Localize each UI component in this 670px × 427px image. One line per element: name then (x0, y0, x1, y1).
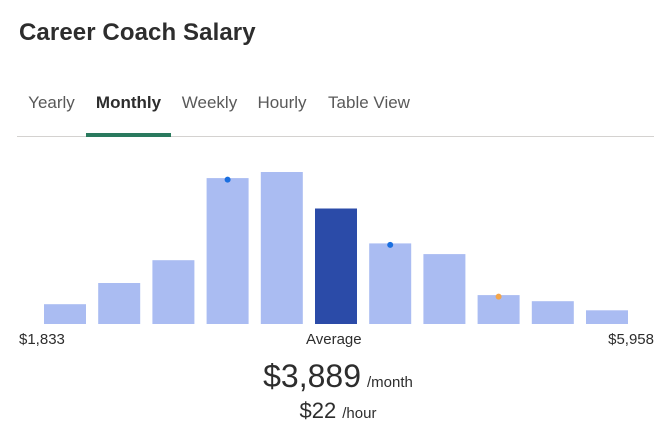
hourly-unit: /hour (342, 405, 377, 422)
histogram-bar[interactable] (423, 254, 466, 324)
tab-weekly[interactable]: Weekly (181, 93, 238, 112)
monthly-average-value: $3,889 (263, 358, 361, 394)
histogram-bar[interactable] (206, 178, 249, 324)
min-salary-label: $1,833 (19, 331, 65, 348)
salary-histogram (44, 172, 628, 325)
page-title: Career Coach Salary (19, 19, 256, 46)
max-salary-label: $5,958 (608, 331, 654, 348)
tab-table-view[interactable]: Table View (328, 93, 410, 112)
histogram-bar[interactable] (98, 283, 141, 324)
histogram-bar[interactable] (531, 301, 574, 324)
histogram-marker-dot (387, 241, 394, 248)
hourly-average: $22/hour (0, 398, 670, 424)
histogram-bar[interactable] (586, 310, 628, 324)
hourly-average-value: $22 (299, 398, 337, 423)
histogram-marker-dot (224, 176, 231, 183)
histogram-bar[interactable] (260, 172, 303, 324)
histogram-marker-dot (495, 293, 502, 300)
histogram-bar[interactable] (44, 304, 86, 324)
tab-monthly[interactable]: Monthly (86, 82, 171, 137)
histogram-bar[interactable] (152, 260, 195, 324)
monthly-unit: /month (367, 374, 413, 391)
histogram-bar-average[interactable] (315, 208, 357, 325)
histogram-bar[interactable] (477, 295, 520, 324)
pay-period-tabs: Yearly Monthly Weekly Hourly Table View (17, 82, 654, 137)
tab-hourly[interactable]: Hourly (257, 93, 307, 112)
monthly-average: $3,889/month (0, 358, 670, 395)
average-label: Average (306, 331, 362, 348)
tab-yearly[interactable]: Yearly (28, 93, 75, 112)
histogram-bar[interactable] (369, 243, 412, 324)
